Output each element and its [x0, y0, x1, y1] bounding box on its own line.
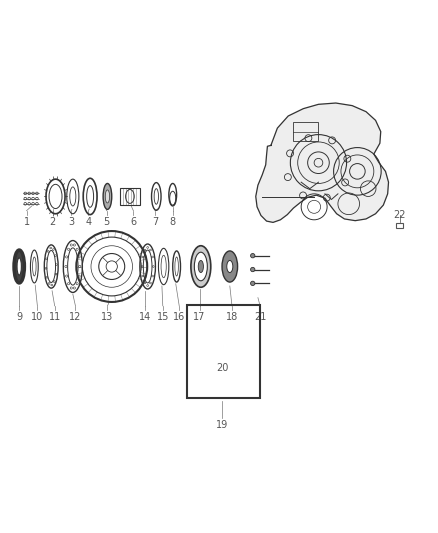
Circle shape [251, 268, 255, 272]
Ellipse shape [194, 252, 207, 281]
Ellipse shape [14, 250, 25, 283]
Text: 9: 9 [16, 312, 22, 322]
Text: 18: 18 [226, 312, 238, 322]
Bar [120, 188, 140, 205]
Text: 14: 14 [139, 312, 152, 322]
Ellipse shape [227, 261, 233, 272]
Text: 17: 17 [193, 312, 206, 322]
Text: 13: 13 [101, 312, 113, 322]
Text: 2: 2 [49, 217, 56, 227]
Text: 4: 4 [85, 217, 92, 227]
Text: 5: 5 [103, 217, 110, 227]
Circle shape [251, 254, 255, 258]
Ellipse shape [198, 261, 203, 272]
Ellipse shape [191, 246, 211, 287]
Text: 19: 19 [216, 420, 228, 430]
Text: 21: 21 [254, 312, 266, 322]
Ellipse shape [105, 190, 110, 203]
Ellipse shape [103, 183, 112, 209]
Ellipse shape [17, 258, 21, 275]
Text: 6: 6 [131, 217, 137, 227]
Text: 22: 22 [393, 211, 406, 220]
Text: 1: 1 [24, 217, 30, 227]
Bar [187, 305, 260, 398]
Text: 3: 3 [68, 217, 74, 227]
Bar [396, 223, 403, 229]
Bar [293, 122, 318, 141]
Text: 11: 11 [49, 312, 61, 322]
Text: 20: 20 [216, 363, 228, 373]
Text: 15: 15 [157, 312, 169, 322]
Text: 8: 8 [170, 217, 176, 227]
Polygon shape [256, 103, 389, 222]
Circle shape [251, 281, 255, 286]
Text: 7: 7 [152, 217, 158, 227]
Ellipse shape [222, 251, 237, 282]
Text: 10: 10 [31, 312, 43, 322]
Text: 16: 16 [173, 312, 185, 322]
Text: 12: 12 [69, 312, 81, 322]
